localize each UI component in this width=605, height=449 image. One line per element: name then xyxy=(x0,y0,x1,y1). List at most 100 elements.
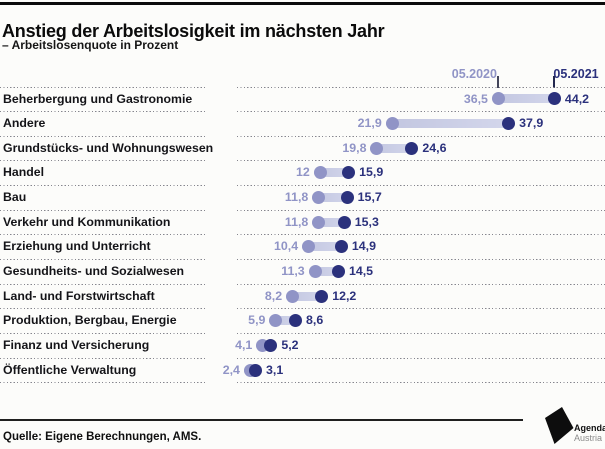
dot-2021 xyxy=(331,264,345,278)
chart-subtitle: – Arbeitslosenquote in Prozent xyxy=(2,38,179,52)
value-2021: 14,9 xyxy=(351,239,376,254)
row-separator-dotted xyxy=(237,382,605,384)
dumbbell-connector-bar xyxy=(312,192,354,202)
dot-2021 xyxy=(264,338,278,352)
category-label: Handel xyxy=(3,165,44,180)
dot-2021 xyxy=(337,215,351,229)
value-2020: 12 xyxy=(295,165,310,180)
value-2020: 19,8 xyxy=(342,140,367,155)
dumbbell-connector-bar xyxy=(308,266,345,276)
row-separator-dotted xyxy=(0,333,207,334)
dot-2020 xyxy=(308,264,322,278)
value-2020: 4,1 xyxy=(235,338,253,352)
dumbbell-connector-bar xyxy=(312,217,351,227)
dot-2021 xyxy=(502,117,516,131)
chart-row: Bau 11,8 15,7 xyxy=(0,185,605,210)
value-2020: 11,8 xyxy=(284,190,309,205)
value-2020: 36,5 xyxy=(463,91,488,106)
row-separator-dotted xyxy=(0,135,207,137)
category-label: Finanz und Versicherung xyxy=(3,338,150,352)
chart-row: Verkehr und Kommunikation 11,8 15,3 xyxy=(0,209,605,235)
row-separator-dotted xyxy=(237,357,605,359)
value-2021: 3,1 xyxy=(266,362,284,377)
dot-2021 xyxy=(315,289,329,303)
row-separator-dotted xyxy=(237,111,605,113)
value-2021: 37,9 xyxy=(519,116,544,131)
value-2021: 44,2 xyxy=(564,91,590,106)
row-separator-dotted xyxy=(237,160,605,162)
chart-bottom-separator xyxy=(0,382,605,407)
category-label: Erziehung und Unterricht xyxy=(3,239,151,254)
dumbbell-connector-bar xyxy=(286,291,329,301)
row-separator-dotted xyxy=(0,86,207,88)
chart-row: Beherbergung und Gastronomie 36,5 44,2 xyxy=(0,86,605,112)
category-label: Öffentliche Verwaltung xyxy=(3,362,137,377)
dot-2021 xyxy=(334,240,348,254)
value-2021: 8,6 xyxy=(306,313,324,328)
footer-divider xyxy=(0,419,523,421)
chart-row: Öffentliche Verwaltung 2,4 3,1 xyxy=(0,357,605,383)
value-2020: 10,4 xyxy=(274,239,299,254)
dot-2020 xyxy=(491,92,505,106)
chart-row: Land- und Forstwirtschaft 8,2 12,2 xyxy=(0,283,605,309)
dot-2021 xyxy=(340,190,354,204)
row-separator-dotted xyxy=(237,135,605,137)
dot-2021 xyxy=(249,363,263,377)
dumbbell-connector-bar xyxy=(313,168,356,178)
dot-2021 xyxy=(405,141,419,155)
legend-tick-2021 xyxy=(553,76,556,88)
value-2021: 24,6 xyxy=(422,140,447,155)
row-separator-dotted xyxy=(0,283,207,285)
category-label: Land- und Forstwirtschaft xyxy=(3,288,155,303)
row-separator-dotted xyxy=(237,86,605,88)
dot-2021 xyxy=(342,166,356,180)
dot-2020 xyxy=(370,141,384,155)
row-separator-dotted xyxy=(0,357,207,359)
legend-tick-2020 xyxy=(497,76,500,88)
value-2020: 5,9 xyxy=(248,313,266,328)
row-separator-dotted xyxy=(0,185,207,187)
legend-label-2021: 05.2021 xyxy=(553,67,599,81)
row-separator-dotted xyxy=(0,111,207,113)
category-label: Bau xyxy=(3,190,27,205)
category-label: Gesundheits- und Sozialwesen xyxy=(3,264,185,279)
dot-2020 xyxy=(302,240,316,254)
value-2020: 11,3 xyxy=(281,264,305,279)
value-2021: 5,2 xyxy=(281,338,299,352)
top-accent-bar xyxy=(0,2,605,5)
legend-label-2020: 05.2020 xyxy=(451,67,497,81)
value-2021: 12,2 xyxy=(332,288,357,303)
category-label: Beherbergung und Gastronomie xyxy=(3,91,193,106)
value-2021: 15,7 xyxy=(357,190,382,205)
row-separator-dotted xyxy=(237,259,605,261)
dot-2020 xyxy=(385,117,399,131)
chart-row: Finanz und Versicherung 4,1 5,2 xyxy=(0,333,605,358)
dot-2020 xyxy=(269,314,283,328)
source-note: Quelle: Eigene Berechnungen, AMS. xyxy=(3,431,202,443)
chart-row: Produktion, Bergbau, Energie 5,9 8,6 xyxy=(0,308,605,333)
value-2020: 8,2 xyxy=(264,288,283,303)
category-label: Verkehr und Kommunikation xyxy=(3,214,171,229)
value-2021: 15,9 xyxy=(359,165,384,180)
row-separator-dotted xyxy=(237,283,605,285)
row-separator-dotted xyxy=(237,333,605,334)
row-separator-dotted xyxy=(0,160,207,162)
row-separator-dotted xyxy=(0,209,207,211)
row-separator-dotted xyxy=(0,382,207,384)
dumbbell-connector-bar xyxy=(370,143,419,153)
row-separator-dotted xyxy=(237,234,605,236)
value-2020: 21,9 xyxy=(357,116,382,131)
logo-text-line2: Austria xyxy=(574,433,603,443)
dumbbell-connector-bar xyxy=(269,316,303,326)
row-separator-dotted xyxy=(237,209,605,211)
dot-2020 xyxy=(312,190,326,204)
value-2021: 14,5 xyxy=(348,264,374,279)
chart-row: Erziehung und Unterricht 10,4 14,9 xyxy=(0,234,605,259)
dumbbell-connector-bar xyxy=(491,94,561,104)
row-separator-dotted xyxy=(237,185,605,187)
dot-2021 xyxy=(547,92,561,106)
row-separator-dotted xyxy=(0,259,207,261)
chart-row: Gesundheits- und Sozialwesen 11,3 14,5 xyxy=(0,259,605,284)
chart-row: Andere 21,9 37,9 xyxy=(0,111,605,136)
